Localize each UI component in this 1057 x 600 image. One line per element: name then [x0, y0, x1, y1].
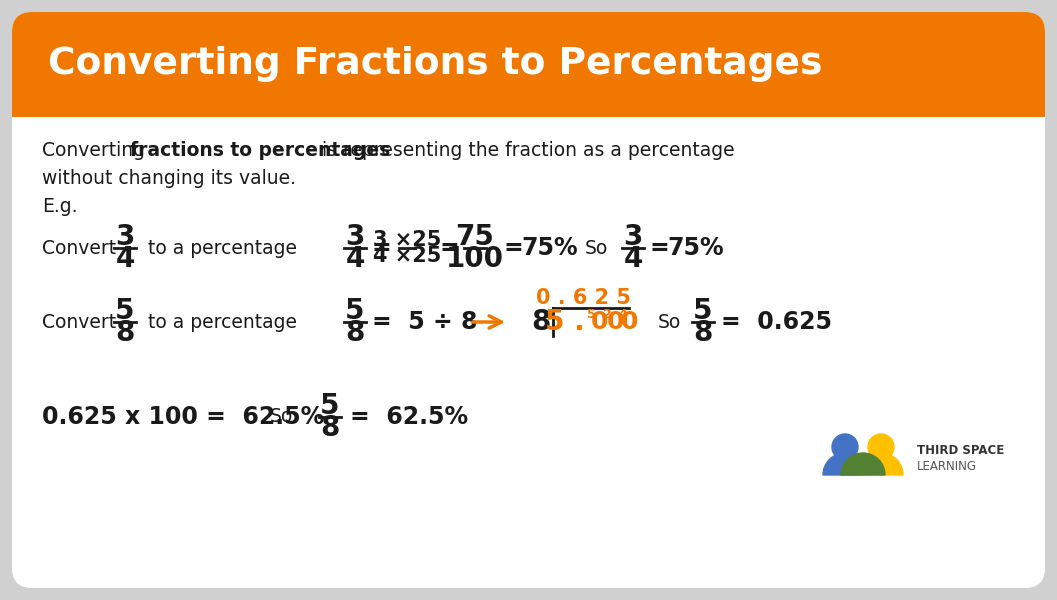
Wedge shape: [859, 453, 903, 475]
Text: 8: 8: [532, 308, 551, 336]
Text: 5: 5: [346, 297, 365, 325]
Text: So: So: [659, 313, 682, 331]
Text: 3: 3: [115, 223, 134, 251]
Text: THIRD SPACE: THIRD SPACE: [917, 443, 1004, 457]
Text: 8: 8: [693, 319, 712, 347]
FancyBboxPatch shape: [12, 12, 1045, 588]
Circle shape: [868, 434, 894, 460]
Text: 4: 4: [346, 245, 365, 273]
Wedge shape: [841, 453, 885, 475]
Text: So: So: [270, 407, 293, 427]
Text: Convert: Convert: [42, 313, 116, 331]
Text: 5: 5: [115, 297, 134, 325]
Text: 4: 4: [115, 245, 134, 273]
Text: is representing the fraction as a percentage: is representing the fraction as a percen…: [316, 140, 735, 160]
Text: 3: 3: [346, 223, 365, 251]
Text: 8: 8: [320, 414, 339, 442]
Text: LEARNING: LEARNING: [917, 461, 977, 473]
Text: 0: 0: [590, 310, 608, 334]
Text: =: =: [650, 236, 670, 260]
Text: =  0.625: = 0.625: [721, 310, 832, 334]
Text: Converting: Converting: [42, 140, 151, 160]
Text: 100: 100: [446, 245, 504, 273]
Text: fractions to percentages: fractions to percentages: [130, 140, 390, 160]
Circle shape: [832, 434, 858, 460]
Text: without changing its value.: without changing its value.: [42, 169, 296, 187]
Text: 5: 5: [320, 392, 339, 420]
FancyBboxPatch shape: [12, 12, 1045, 117]
Text: 5 .: 5 .: [545, 308, 585, 336]
Text: 0: 0: [622, 310, 638, 334]
Text: =: =: [372, 236, 392, 260]
Text: 0: 0: [607, 310, 624, 334]
Text: to a percentage: to a percentage: [148, 313, 297, 331]
Wedge shape: [823, 453, 867, 475]
Text: 4: 4: [624, 245, 643, 273]
Text: 75: 75: [456, 223, 495, 251]
Text: 0 . 6 2 5: 0 . 6 2 5: [536, 288, 630, 308]
Text: =  5 ÷ 8: = 5 ÷ 8: [372, 310, 478, 334]
Text: 3 ×25: 3 ×25: [373, 230, 441, 250]
Text: 8: 8: [346, 319, 365, 347]
Text: 75%: 75%: [521, 236, 577, 260]
Text: 0.625 x 100 =  62.5%: 0.625 x 100 = 62.5%: [42, 405, 324, 429]
Text: 2: 2: [602, 307, 611, 320]
Text: 75%: 75%: [667, 236, 724, 260]
Text: to a percentage: to a percentage: [148, 238, 297, 257]
Text: Convert: Convert: [42, 238, 116, 257]
Text: =: =: [503, 236, 523, 260]
Text: So: So: [585, 238, 608, 257]
Text: =: =: [439, 236, 459, 260]
Bar: [12, 97, 1045, 117]
Text: 3: 3: [624, 223, 643, 251]
Text: E.g.: E.g.: [42, 197, 77, 217]
Text: 5: 5: [587, 307, 595, 320]
Text: =  62.5%: = 62.5%: [350, 405, 468, 429]
Text: 5: 5: [693, 297, 712, 325]
Text: 4: 4: [618, 307, 628, 320]
Text: 4 ×25: 4 ×25: [373, 246, 441, 266]
Text: 8: 8: [115, 319, 134, 347]
Text: Converting Fractions to Percentages: Converting Fractions to Percentages: [48, 46, 822, 82]
